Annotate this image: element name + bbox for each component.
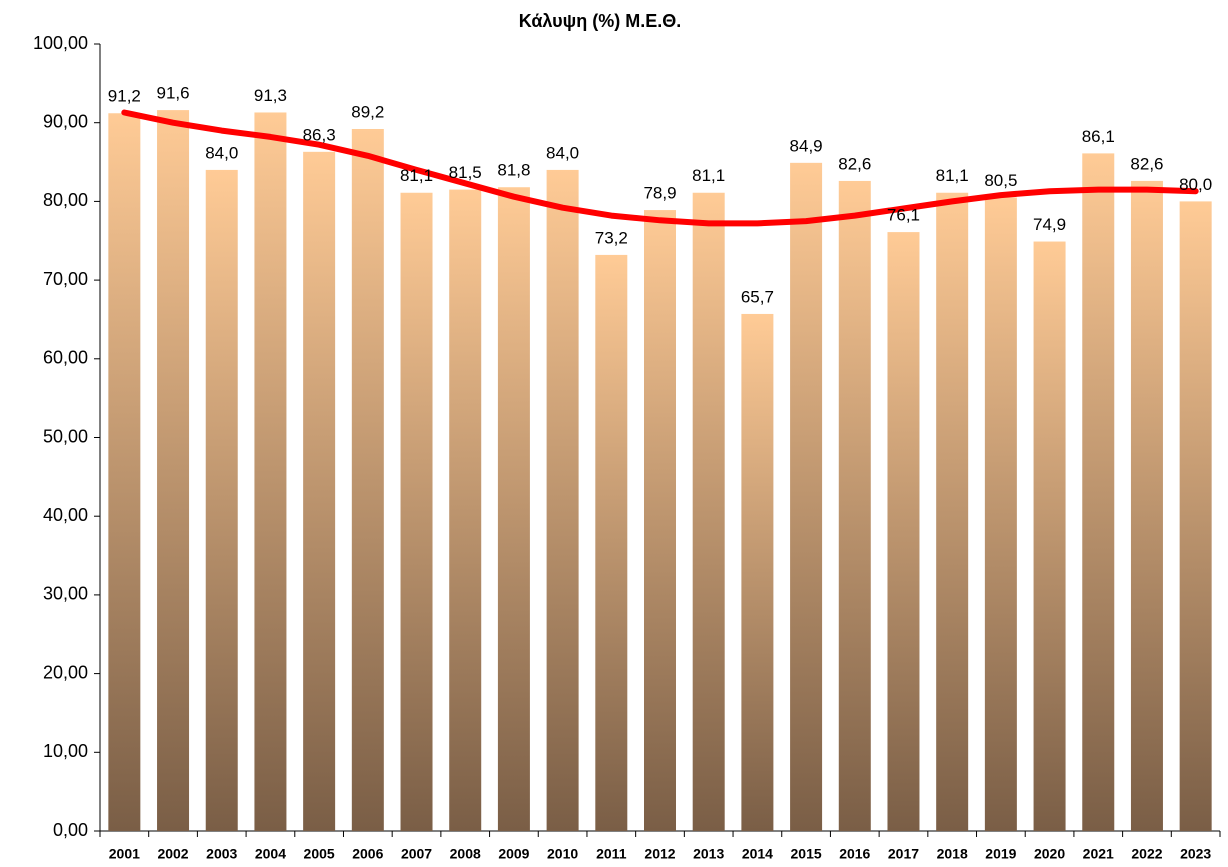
x-tick-label: 2016 <box>839 846 870 862</box>
x-tick-label: 2008 <box>450 846 481 862</box>
bar <box>400 192 433 832</box>
x-tick-label: 2009 <box>498 846 529 862</box>
bar <box>546 169 579 832</box>
data-label: 78,9 <box>643 184 676 203</box>
x-tick-label: 2020 <box>1034 846 1065 862</box>
data-label: 81,1 <box>400 166 433 185</box>
y-tick-label: 40,00 <box>43 505 88 525</box>
bar <box>1082 153 1115 831</box>
x-tick-label: 2010 <box>547 846 578 862</box>
bar <box>1033 241 1066 832</box>
x-tick-label: 2011 <box>596 846 627 862</box>
data-label: 73,2 <box>595 228 628 247</box>
bar <box>157 110 190 831</box>
data-label: 65,7 <box>741 287 774 306</box>
data-label: 84,9 <box>790 136 823 155</box>
y-tick-label: 30,00 <box>43 584 88 604</box>
bar <box>1130 180 1163 832</box>
y-tick-label: 70,00 <box>43 269 88 289</box>
data-label: 80,0 <box>1179 175 1212 194</box>
data-label: 89,2 <box>351 102 384 121</box>
bar <box>644 210 676 831</box>
data-label: 84,0 <box>546 143 579 162</box>
trend-line <box>121 109 1199 227</box>
bar <box>1179 201 1212 831</box>
x-tick-label: 2022 <box>1131 846 1162 862</box>
data-label: 80,5 <box>984 171 1017 190</box>
x-tick-label: 2013 <box>693 846 724 862</box>
bar <box>790 162 823 831</box>
bar <box>741 313 774 831</box>
y-tick-label: 50,00 <box>43 426 88 446</box>
x-tick-label: 2012 <box>644 846 675 862</box>
x-tick-label: 2017 <box>888 846 919 862</box>
x-tick-label: 2021 <box>1083 846 1114 862</box>
y-tick-label: 80,00 <box>43 190 88 210</box>
bar <box>449 189 482 832</box>
bar <box>254 112 287 832</box>
x-tick-label: 2004 <box>255 846 286 862</box>
data-label: 91,2 <box>108 87 141 106</box>
data-label: 81,1 <box>692 166 725 185</box>
bar <box>692 192 725 832</box>
x-tick-label: 2023 <box>1180 846 1211 862</box>
bar <box>595 254 628 831</box>
y-tick-label: 20,00 <box>43 662 88 682</box>
bar <box>108 113 141 832</box>
data-label: 84,0 <box>205 143 238 162</box>
bar <box>887 232 920 831</box>
bar <box>303 151 336 832</box>
data-label: 91,3 <box>254 86 287 105</box>
data-label: 81,1 <box>936 166 969 185</box>
data-label: 81,5 <box>449 163 482 182</box>
chart-title: Κάλυψη (%) Μ.Ε.Θ. <box>519 11 681 31</box>
data-label: 76,1 <box>887 206 920 225</box>
data-label: 82,6 <box>1130 154 1163 173</box>
bar <box>497 187 530 831</box>
x-tick-label: 2014 <box>742 846 773 862</box>
data-label: 81,8 <box>497 161 530 180</box>
y-tick-label: 90,00 <box>43 111 88 131</box>
x-tick-label: 2006 <box>352 846 383 862</box>
x-tick-label: 2001 <box>109 846 140 862</box>
y-tick-label: 0,00 <box>53 820 88 840</box>
x-tick-label: 2007 <box>401 846 432 862</box>
data-label: 86,3 <box>303 125 336 144</box>
bar <box>984 197 1017 832</box>
x-tick-label: 2003 <box>206 846 237 862</box>
bar <box>351 128 384 832</box>
data-label: 82,6 <box>838 154 871 173</box>
x-tick-label: 2002 <box>157 846 188 862</box>
x-tick-label: 2015 <box>791 846 822 862</box>
y-tick-label: 10,00 <box>43 741 88 761</box>
bar <box>205 169 238 832</box>
x-tick-label: 2018 <box>937 846 968 862</box>
y-tick-label: 100,00 <box>33 33 88 53</box>
bar <box>936 192 969 832</box>
y-tick-label: 60,00 <box>43 348 88 368</box>
x-tick-label: 2005 <box>304 846 335 862</box>
bar <box>838 180 871 832</box>
data-label: 86,1 <box>1082 127 1115 146</box>
data-label: 91,6 <box>156 84 189 103</box>
data-label: 74,9 <box>1033 215 1066 234</box>
x-tick-label: 2019 <box>985 846 1016 862</box>
